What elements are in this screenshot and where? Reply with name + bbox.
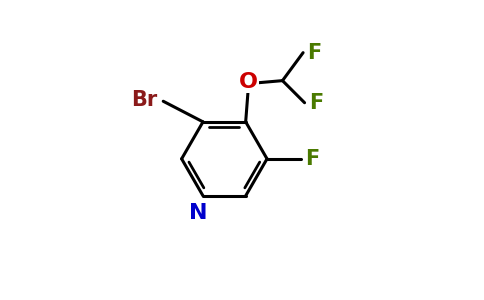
Text: Br: Br: [131, 90, 157, 110]
Text: N: N: [189, 203, 208, 223]
Text: F: F: [309, 93, 323, 113]
Text: O: O: [239, 72, 258, 92]
Text: F: F: [307, 43, 322, 63]
Text: F: F: [305, 149, 319, 169]
